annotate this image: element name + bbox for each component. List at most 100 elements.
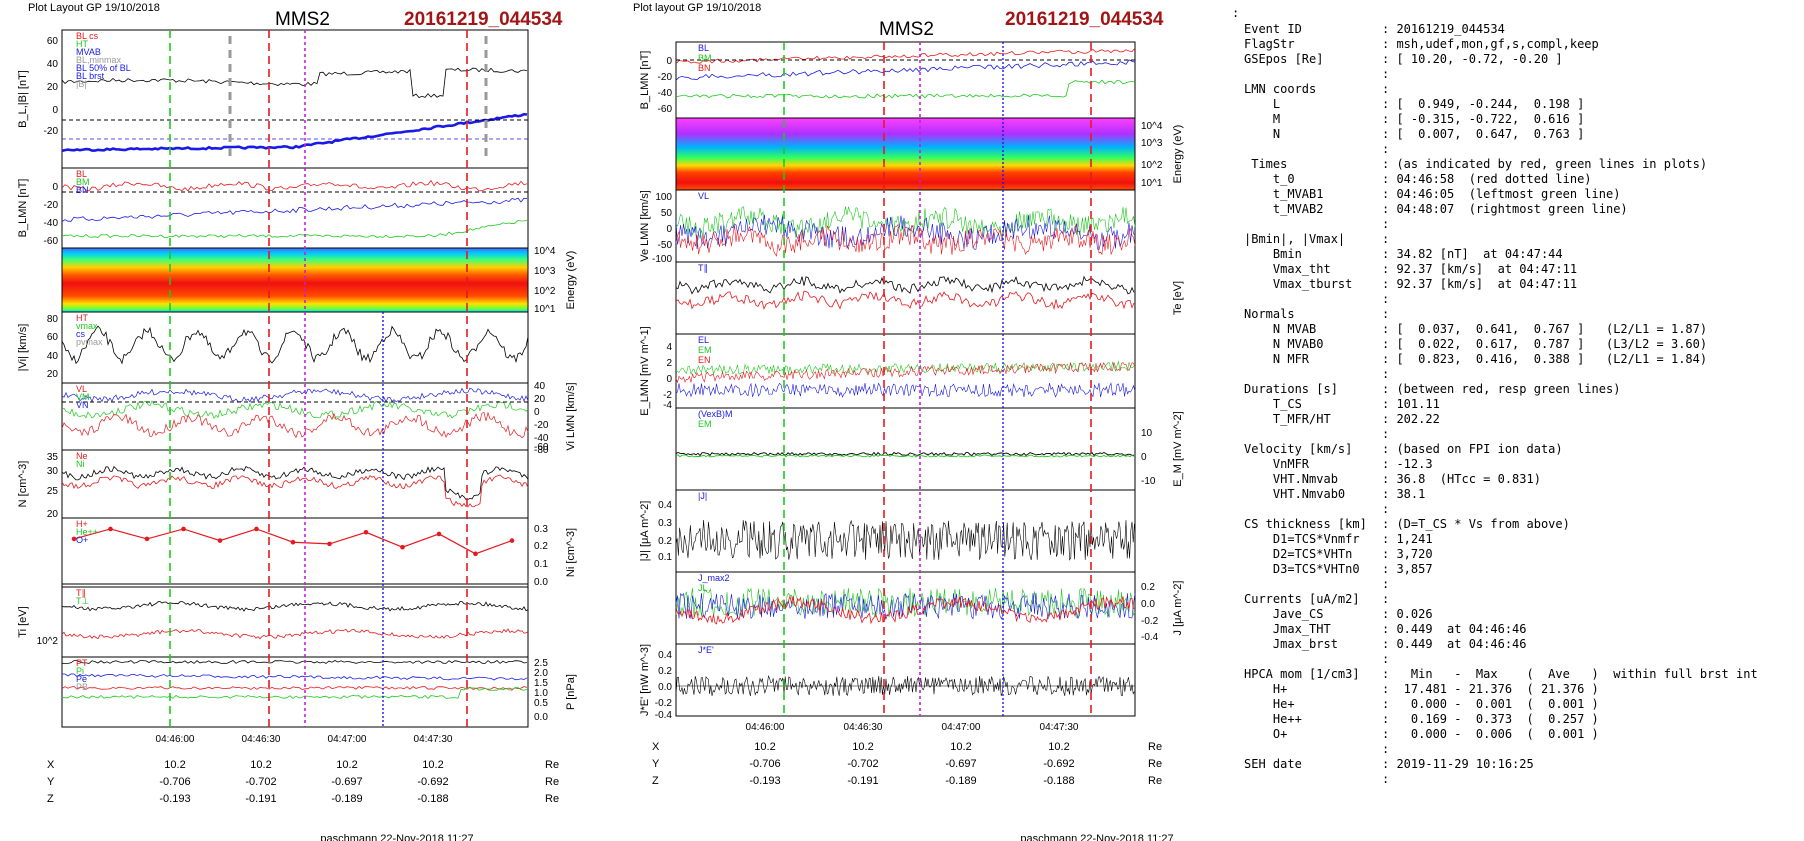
middle-eph-y-label: Y — [652, 758, 660, 770]
middle-eph-value: 10.2 — [1048, 741, 1069, 753]
middle-axis-ticks: 0-20-40-60B_LMN [nT]BLBMBN10^410^310^210… — [639, 43, 1184, 733]
series-pt — [61, 659, 528, 664]
summary-key: Jmax_THT — [1244, 622, 1331, 636]
middle-panel-ylabel: B_LMN [nT] — [639, 51, 651, 110]
summary-value: : 3,857 — [1382, 562, 1433, 576]
left-tick-label: 10^2 — [534, 286, 556, 297]
left-panel-ylabel: P [nPa] — [565, 674, 577, 710]
summary-key: N MFR — [1244, 352, 1310, 366]
summary-key: VHT.Nmvab0 — [1244, 487, 1346, 501]
middle-tick-label: 0.2 — [658, 536, 672, 547]
summary-value: : — [1382, 82, 1390, 96]
middle-tick-label: -60 — [658, 104, 673, 115]
middle-tick-label: 0.1 — [658, 552, 672, 563]
summary-value: : 04:46:58 (red dotted line) — [1382, 172, 1592, 186]
series-vi — [61, 325, 529, 365]
left-tick-label: 0.1 — [534, 559, 548, 570]
left-panels — [61, 29, 529, 728]
left-panel-frame — [61, 311, 529, 384]
middle-tick-label: 0 — [666, 224, 672, 235]
left-eph-value: -0.702 — [245, 776, 276, 788]
middle-panel-frame — [675, 643, 1136, 717]
left-tick-label: 0 — [52, 105, 58, 116]
left-eph-value: 10.2 — [250, 759, 271, 771]
left-legend-entry: BL brst — [76, 71, 105, 81]
left-tick-label: 10^2 — [37, 636, 59, 647]
middle-panel-ylabel: J [μA m^-2] — [1172, 581, 1184, 636]
left-legend-entry: VN — [76, 400, 89, 410]
series-vm — [675, 206, 1136, 240]
summary-value: : [ 10.20, -0.72, -0.20 ] — [1382, 52, 1563, 66]
summary-value: : [ 0.007, 0.647, 0.763 ] — [1382, 127, 1585, 141]
left-eph-value: -0.692 — [417, 776, 448, 788]
series-bl-brst — [61, 112, 528, 153]
summary-value: : [ 0.022, 0.617, 0.787 ] (L3/L2 = 3.60) — [1382, 337, 1708, 351]
summary-value: : 38.1 — [1382, 487, 1426, 501]
middle-eph-value: -0.189 — [945, 775, 976, 787]
left-tick-label: 0 — [534, 407, 540, 418]
series-b-magnitude — [61, 67, 528, 98]
summary-key: O+ — [1244, 727, 1288, 741]
series-j-mag — [675, 519, 1135, 561]
left-tick-label: -40 — [534, 433, 549, 444]
left-panel-ylabel: Ti [eV] — [17, 606, 29, 637]
left-tick-label: 1.0 — [534, 688, 548, 699]
left-legend-entry: He++ — [76, 527, 98, 537]
summary-value: : (between red, resp green lines) — [1382, 382, 1621, 396]
left-tick-label: -80 — [534, 445, 549, 456]
left-eph-value: -0.697 — [331, 776, 362, 788]
left-time-tick: 04:46:30 — [242, 734, 281, 745]
middle-event-title: 20161219_044534 — [1005, 9, 1164, 30]
left-ephemeris: 10.2 10.2 10.2 10.2 Re -0.706 -0.702 -0.697 -0.6… — [159, 759, 559, 805]
left-eph-unit: Re — [545, 776, 559, 788]
series-vl — [61, 387, 529, 403]
middle-time-tick: 04:46:30 — [844, 722, 883, 733]
left-tick-label: 1.5 — [534, 678, 548, 689]
series-vn — [61, 411, 529, 439]
summary-key: N MVAB0 — [1244, 337, 1324, 351]
series-ne — [61, 474, 529, 508]
left-tick-label: -60 — [44, 236, 59, 247]
middle-legend-entry: JL — [698, 583, 708, 593]
summary-value: : — [1382, 307, 1390, 321]
middle-eph-value: -0.193 — [749, 775, 780, 787]
summary-key: D1=TCS*Vnmfr — [1244, 532, 1360, 546]
left-legend-entry: Ne — [76, 451, 88, 461]
summary-value: : 1,241 — [1382, 532, 1433, 546]
series-vm — [61, 400, 529, 419]
middle-tick-label: 0 — [666, 56, 672, 67]
left-legend-entry: BL 50% of BL — [76, 63, 131, 73]
left-eph-value: -0.188 — [417, 793, 448, 805]
left-footer: paschmann 22-Nov-2018 11:27 — [320, 833, 473, 841]
middle-tick-label: 10^2 — [1141, 160, 1163, 171]
left-series — [61, 67, 529, 699]
summary-value: : — [1382, 217, 1390, 231]
summary-value: : 04:48:07 (rightmost green line) — [1382, 202, 1628, 216]
left-panel-ylabel: Energy (eV) — [565, 251, 577, 310]
middle-eph-value: 10.2 — [950, 741, 971, 753]
left-tick-label: 40 — [47, 59, 59, 70]
left-tick-label: 0.3 — [534, 524, 548, 535]
middle-eph-value: -0.697 — [945, 758, 976, 770]
middle-panel-ylabel: |J| [μA m^-2] — [639, 501, 651, 562]
middle-legend-entry: T∥ — [698, 263, 708, 273]
summary-key: L — [1244, 97, 1281, 111]
summary-key: Times — [1244, 157, 1288, 171]
left-legend-entry: O+ — [76, 535, 88, 545]
left-tick-label: 20 — [47, 509, 59, 520]
middle-eph-unit: Re — [1148, 741, 1162, 753]
series-bn — [675, 79, 1136, 99]
middle-panel-frame — [675, 41, 1136, 119]
series-te-par — [675, 275, 1135, 295]
summary-key: FlagStr — [1244, 37, 1295, 51]
middle-electron-spectrogram — [676, 118, 1135, 190]
summary-key: Bmin — [1244, 247, 1302, 261]
left-tick-label: -60 — [534, 442, 549, 453]
middle-legend-entry: J_max2 — [698, 573, 730, 583]
left-legend-entry: Ni — [76, 459, 85, 469]
middle-tick-label: 0.2 — [658, 666, 672, 677]
summary-key: SEH date — [1244, 757, 1302, 771]
middle-tick-label: 0.0 — [658, 682, 672, 693]
middle-tick-label: 0 — [1141, 452, 1147, 463]
left-tick-label: -40 — [44, 218, 59, 229]
